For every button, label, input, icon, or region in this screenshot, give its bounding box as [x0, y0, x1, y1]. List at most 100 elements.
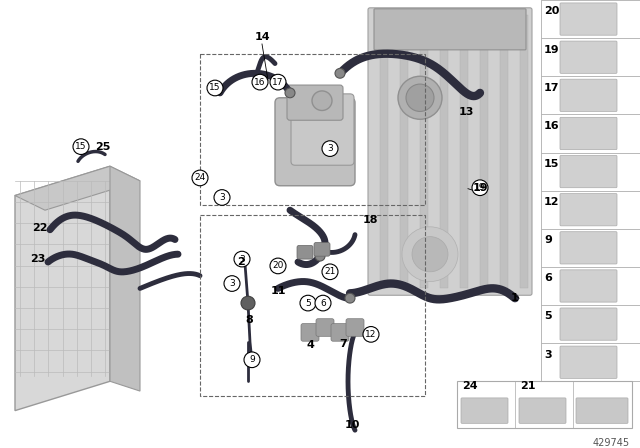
Circle shape	[322, 141, 338, 156]
FancyBboxPatch shape	[331, 323, 349, 341]
Text: 12: 12	[544, 197, 559, 207]
Polygon shape	[15, 166, 140, 210]
Bar	[500, 15, 508, 289]
Bar	[541, 229, 640, 267]
FancyBboxPatch shape	[301, 323, 319, 341]
Text: 3: 3	[219, 193, 225, 202]
FancyBboxPatch shape	[560, 346, 617, 379]
Text: 19: 19	[544, 44, 559, 55]
Circle shape	[244, 352, 260, 368]
Circle shape	[335, 69, 345, 78]
Polygon shape	[110, 166, 140, 391]
Text: 3: 3	[229, 279, 235, 288]
Text: 19: 19	[472, 183, 488, 193]
Circle shape	[73, 139, 89, 155]
Circle shape	[214, 190, 230, 205]
Circle shape	[234, 251, 250, 267]
Polygon shape	[15, 166, 110, 411]
FancyBboxPatch shape	[560, 3, 617, 35]
Text: 14: 14	[254, 32, 270, 42]
Bar	[541, 343, 640, 381]
FancyBboxPatch shape	[560, 270, 617, 302]
Text: 7: 7	[339, 339, 347, 349]
Bar	[460, 15, 468, 289]
FancyBboxPatch shape	[560, 79, 617, 112]
FancyBboxPatch shape	[560, 41, 617, 73]
Text: 5: 5	[305, 298, 311, 308]
Bar	[520, 15, 528, 289]
FancyBboxPatch shape	[576, 398, 628, 423]
Text: 3: 3	[544, 349, 552, 360]
Text: 6: 6	[320, 298, 326, 308]
Text: 9: 9	[249, 355, 255, 364]
FancyBboxPatch shape	[287, 85, 343, 120]
Circle shape	[224, 276, 240, 291]
Circle shape	[472, 180, 488, 195]
Text: 6: 6	[544, 273, 552, 283]
FancyBboxPatch shape	[560, 232, 617, 264]
FancyBboxPatch shape	[560, 194, 617, 226]
FancyBboxPatch shape	[560, 117, 617, 150]
Bar	[541, 191, 640, 229]
Text: 20: 20	[544, 6, 559, 17]
Text: 21: 21	[324, 267, 336, 276]
Text: 24: 24	[195, 173, 205, 182]
Circle shape	[322, 264, 338, 280]
Text: 24: 24	[462, 381, 477, 391]
FancyBboxPatch shape	[560, 155, 617, 188]
FancyBboxPatch shape	[291, 94, 354, 165]
Text: 11: 11	[270, 286, 285, 296]
Circle shape	[300, 295, 316, 311]
Text: 1: 1	[511, 293, 519, 303]
Text: 17: 17	[544, 83, 559, 93]
Bar	[541, 114, 640, 152]
Bar	[457, 381, 632, 428]
Bar	[200, 215, 425, 396]
Bar	[541, 38, 640, 76]
Circle shape	[315, 251, 325, 261]
Circle shape	[285, 88, 295, 98]
Text: 3: 3	[327, 144, 333, 153]
Circle shape	[252, 74, 268, 90]
FancyBboxPatch shape	[275, 98, 355, 186]
Text: 16: 16	[254, 78, 266, 86]
Circle shape	[192, 170, 208, 186]
Text: 18: 18	[362, 215, 378, 225]
Text: 10: 10	[344, 420, 360, 430]
Text: 22: 22	[32, 223, 48, 233]
Text: 17: 17	[272, 78, 284, 86]
Text: 8: 8	[245, 314, 253, 325]
Bar	[440, 15, 448, 289]
Text: 16: 16	[544, 121, 559, 131]
Text: 12: 12	[365, 330, 377, 339]
Bar	[200, 54, 425, 205]
Circle shape	[402, 227, 458, 282]
Circle shape	[270, 74, 286, 90]
Bar	[541, 0, 640, 381]
FancyBboxPatch shape	[316, 319, 334, 336]
Circle shape	[315, 295, 331, 311]
Circle shape	[241, 296, 255, 310]
Text: 15: 15	[76, 142, 87, 151]
Circle shape	[312, 91, 332, 111]
Text: 5: 5	[544, 311, 552, 322]
Text: 4: 4	[306, 340, 314, 350]
Text: 15: 15	[209, 83, 221, 92]
Circle shape	[270, 258, 286, 274]
FancyBboxPatch shape	[560, 308, 617, 340]
Bar	[541, 76, 640, 114]
FancyBboxPatch shape	[374, 9, 526, 50]
FancyBboxPatch shape	[346, 319, 364, 336]
Text: 13: 13	[458, 108, 474, 117]
Circle shape	[345, 293, 355, 303]
Circle shape	[363, 327, 379, 342]
FancyBboxPatch shape	[461, 398, 508, 423]
Bar	[541, 0, 640, 38]
Text: 20: 20	[272, 262, 284, 271]
FancyBboxPatch shape	[314, 242, 330, 256]
Text: 9: 9	[544, 235, 552, 245]
Circle shape	[406, 84, 434, 112]
Text: 23: 23	[30, 254, 45, 264]
Circle shape	[207, 80, 223, 96]
Text: 21: 21	[520, 381, 536, 391]
